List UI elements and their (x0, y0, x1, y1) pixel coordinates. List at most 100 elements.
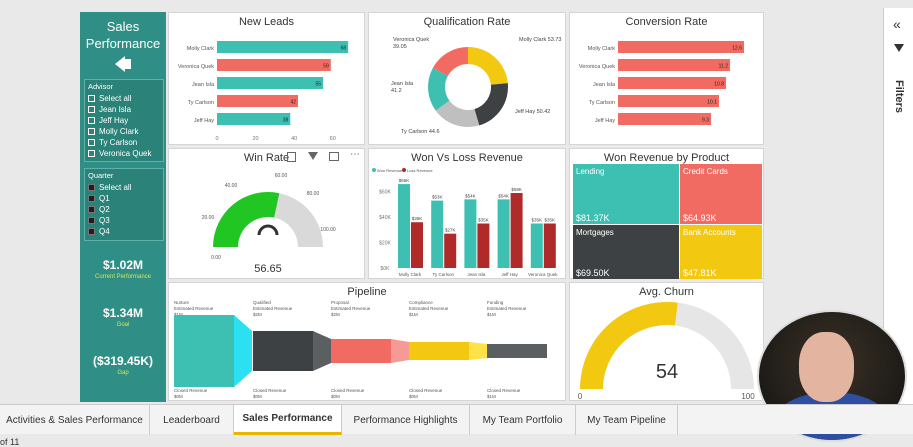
category-label: Veronica Quek (528, 272, 558, 277)
advisor-item[interactable]: Veronica Quek (88, 148, 160, 159)
y-tick-label: $20K (379, 241, 391, 247)
won-revenue-by-product-panel[interactable]: Won Revenue by Product Lending $81.37K Cre… (569, 148, 764, 279)
quarter-item[interactable]: Q1 (88, 193, 160, 204)
filters-label[interactable]: Filters (893, 80, 905, 114)
advisor-item-label: Molly Clark (99, 127, 139, 136)
gauge-tick-label: 100 (741, 392, 755, 401)
checkbox[interactable] (88, 128, 95, 135)
column (477, 223, 490, 268)
checkbox[interactable] (88, 217, 95, 224)
data-label: 11.2 (719, 64, 729, 70)
tab-my-team-portfolio[interactable]: My Team Portfolio (470, 405, 576, 435)
gauge-tick-label: 80.00 (307, 191, 320, 197)
tab-my-team-pipeline[interactable]: My Team Pipeline (576, 405, 678, 435)
filter-icon[interactable] (308, 152, 318, 160)
tab-performance-highlights[interactable]: Performance Highlights (342, 405, 470, 435)
new-leads-chart: Molly Clark 68 Veronica Quek 59 Jean Isla 55 T… (178, 41, 349, 142)
checkbox[interactable] (88, 95, 95, 102)
kpi-current-value: $1.02M (102, 258, 144, 272)
data-label: $54K (465, 193, 476, 198)
focus-mode-icon[interactable] (287, 152, 296, 162)
category-label: Ty Carlson (188, 100, 214, 106)
page-tabs: of 11 Activities & Sales Performance Lea… (0, 404, 913, 447)
advisor-item[interactable]: Jean Isla (88, 104, 160, 115)
avg-churn-panel[interactable]: Avg. Churn 0 100 54 (569, 282, 764, 401)
gauge-fill (580, 302, 678, 389)
win-rate-gauge: 0.00 20.00 40.00 60.00 80.00 100.00 56.65 (202, 173, 336, 275)
filters-funnel-icon (894, 44, 904, 52)
kpi-goal-value: $1.34M (102, 306, 144, 320)
back-arrow-stem-icon (124, 59, 131, 69)
checkbox[interactable] (88, 106, 95, 113)
checkbox[interactable] (88, 139, 95, 146)
won-vs-loss-panel[interactable]: Won Vs Loss Revenue Won Revenue Loss Reve… (368, 148, 566, 279)
category-label: Molly Clark (187, 46, 214, 52)
column (398, 184, 410, 268)
new-leads-panel[interactable]: New Leads Molly Clark 68 Veronica Quek 59 Je… (168, 12, 365, 145)
bar (618, 41, 744, 53)
data-label: $35K (478, 218, 489, 223)
gauge-needle-cap (257, 224, 279, 236)
tab-activities[interactable]: Activities & Sales Performance (0, 405, 150, 435)
quarter-slicer-header: Quarter (88, 171, 114, 180)
advisor-item-label: Ty Carlson (99, 138, 138, 147)
gauge-tick-label: 60.00 (275, 173, 288, 179)
closed-label: Closed Revenue (253, 388, 287, 393)
quarter-item[interactable]: Select all (88, 182, 160, 193)
advisor-item[interactable]: Ty Carlson (88, 137, 160, 148)
kpi-gap-label: Gap (117, 370, 129, 376)
funnel-bar (174, 315, 234, 387)
funnel-bar (253, 331, 313, 371)
category-label: Jean Isla (467, 272, 486, 277)
qualification-rate-panel[interactable]: Qualification Rate Molly Clark 53.73 Jeff… (368, 12, 566, 145)
legend-marker (372, 168, 376, 172)
win-rate-panel[interactable]: Win Rate ⋯ 0.00 20.00 40.00 60.00 80.00 100.0… (168, 148, 365, 279)
closed-amount: $1M (487, 394, 496, 399)
treemap-label: Credit Cards (683, 167, 728, 176)
quarter-item[interactable]: Q4 (88, 226, 160, 237)
closed-amount: $0M (331, 394, 340, 399)
pipeline-panel[interactable]: Pipeline Nurture Estimated Revenue $1M Clos… (168, 282, 566, 401)
data-label: 10.1 (707, 100, 717, 106)
slice-label: 41.2 (391, 88, 402, 94)
advisor-item[interactable]: Molly Clark (88, 126, 160, 137)
category-label: Ty Carlson (432, 272, 454, 277)
gauge-tick-label: 20.00 (202, 215, 215, 221)
quarter-item[interactable]: Q3 (88, 215, 160, 226)
pie-slice (435, 100, 480, 127)
stage-label: Compliance (409, 300, 433, 305)
advisor-item[interactable]: Select all (88, 93, 160, 104)
checkbox[interactable] (88, 184, 95, 191)
collapse-chevron-icon[interactable]: « (893, 16, 901, 32)
stage-sub: Estimated Revenue (253, 306, 293, 311)
data-label: 42 (290, 100, 296, 106)
expand-icon[interactable] (329, 152, 339, 161)
stage-amount: $1M (487, 312, 496, 317)
checkbox[interactable] (88, 117, 95, 124)
y-tick-label: $0K (381, 266, 391, 272)
checkbox[interactable] (88, 150, 95, 157)
pie-slice (474, 83, 508, 126)
data-label: 12.6 (732, 46, 742, 52)
stage-amount: $1M (409, 312, 418, 317)
conversion-rate-panel[interactable]: Conversion Rate Molly Clark 12.6 Veronica … (569, 12, 764, 145)
won-vs-loss-title: Won Vs Loss Revenue (411, 152, 523, 164)
category-label: Veronica Quek (178, 64, 214, 70)
advisor-item[interactable]: Jeff Hay (88, 115, 160, 126)
more-options-icon[interactable]: ⋯ (350, 149, 360, 160)
y-tick-label: $40K (379, 215, 391, 221)
legend-label: Loss Revenue (407, 168, 433, 173)
quarter-item[interactable]: Q2 (88, 204, 160, 215)
bar (618, 77, 726, 89)
data-label: $53K (432, 195, 443, 200)
pie-slice (468, 47, 508, 85)
back-arrow-icon[interactable] (115, 56, 125, 72)
checkbox[interactable] (88, 206, 95, 213)
tab-leaderboard[interactable]: Leaderboard (150, 405, 234, 435)
conversion-rate-chart: Molly Clark 12.6 Veronica Quek 11.2 Jean Isl… (579, 41, 744, 125)
presenter-face (799, 332, 854, 402)
checkbox[interactable] (88, 228, 95, 235)
tab-sales-performance[interactable]: Sales Performance (234, 405, 342, 435)
checkbox[interactable] (88, 195, 95, 202)
